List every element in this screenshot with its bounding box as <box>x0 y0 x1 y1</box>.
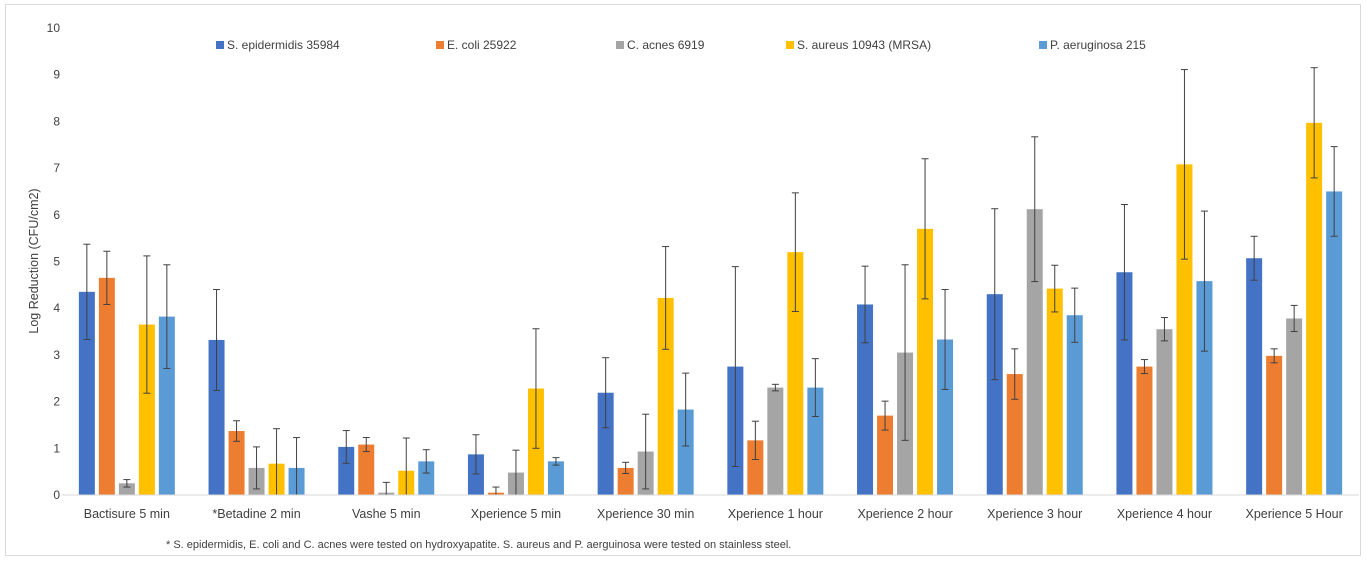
bar <box>986 294 1003 495</box>
bar <box>338 446 355 495</box>
x-tick-label: Vashe 5 min <box>352 507 421 521</box>
bars <box>78 122 1343 496</box>
bar <box>747 440 764 495</box>
legend-swatch <box>1039 41 1047 49</box>
legend-label: P. aeruginosa 215 <box>1050 38 1146 52</box>
bar <box>1026 209 1043 496</box>
legend-swatch <box>436 41 444 49</box>
bar <box>787 252 804 495</box>
bar <box>677 409 694 495</box>
bar <box>78 291 95 495</box>
bar <box>358 444 375 495</box>
bar <box>657 297 674 495</box>
bar <box>1046 288 1063 495</box>
y-tick-label: 4 <box>53 301 60 315</box>
y-tick-label: 7 <box>53 161 60 175</box>
y-tick-label: 9 <box>53 68 60 82</box>
y-tick-label: 8 <box>53 114 60 128</box>
footnote: * S. epidermidis, E. coli and C. acnes w… <box>166 539 791 551</box>
bar <box>1156 329 1173 495</box>
x-tick-label: Xperience 3 hour <box>987 507 1082 521</box>
x-tick-label: Bactisure 5 min <box>84 507 170 521</box>
bar <box>807 387 824 495</box>
legend-swatch <box>786 41 794 49</box>
bar <box>1266 355 1283 495</box>
legend-label: S. aureus 10943 (MRSA) <box>797 38 931 52</box>
bar <box>208 339 225 495</box>
y-tick-label: 2 <box>53 395 60 409</box>
bar <box>118 483 135 495</box>
bar <box>1006 374 1023 495</box>
bar <box>1286 318 1303 495</box>
y-tick-label: 3 <box>53 348 60 362</box>
bar <box>1176 164 1193 495</box>
error-bars <box>83 67 1338 496</box>
bar <box>767 387 784 495</box>
bar <box>1066 315 1083 495</box>
bar <box>1326 191 1343 495</box>
bar <box>1116 272 1133 495</box>
x-tick-label: Xperience 2 hour <box>857 507 952 521</box>
x-tick-label: Xperience 30 min <box>597 507 694 521</box>
y-axis-title: Log Reduction (CFU/cm2) <box>27 188 41 333</box>
bar <box>418 461 435 495</box>
bar <box>467 454 484 495</box>
bar <box>1246 258 1263 495</box>
bar <box>228 431 245 495</box>
bar <box>1306 122 1323 496</box>
bar <box>917 228 934 495</box>
x-tick-label: Xperience 4 hour <box>1117 507 1212 521</box>
legend-label: C. acnes 6919 <box>627 38 705 52</box>
x-tick-label: Xperience 5 Hour <box>1246 507 1343 521</box>
bar <box>138 324 155 495</box>
legend-label: E. coli 25922 <box>447 38 517 52</box>
x-tick-label: *Betadine 2 min <box>212 507 300 521</box>
bar <box>877 415 894 495</box>
bar <box>857 304 874 495</box>
bar <box>547 461 564 495</box>
legend-label: S. epidermidis 35984 <box>227 38 340 52</box>
bar <box>98 277 115 495</box>
x-tick-label: Xperience 1 hour <box>728 507 823 521</box>
legend-swatch <box>616 41 624 49</box>
y-tick-label: 1 <box>53 441 60 455</box>
legend-swatch <box>216 41 224 49</box>
bar <box>617 467 634 495</box>
y-tick-label: 5 <box>53 255 60 269</box>
bar <box>1196 281 1213 495</box>
y-tick-label: 10 <box>47 21 61 35</box>
bar <box>158 316 175 495</box>
legend: S. epidermidis 35984 E. coli 25922 C. acne… <box>216 38 1146 52</box>
y-tick-label: 0 <box>53 488 60 502</box>
chart-area <box>5 4 1361 556</box>
bar <box>597 392 614 495</box>
x-tick-label: Xperience 5 min <box>471 507 561 521</box>
bar <box>1136 366 1153 495</box>
y-tick-label: 6 <box>53 208 60 222</box>
y-axis: 0 1 2 3 4 5 6 7 8 9 10 <box>47 21 61 502</box>
bar <box>937 339 954 495</box>
x-axis-labels: Bactisure 5 min *Betadine 2 min Vashe 5 mi… <box>84 507 1343 521</box>
